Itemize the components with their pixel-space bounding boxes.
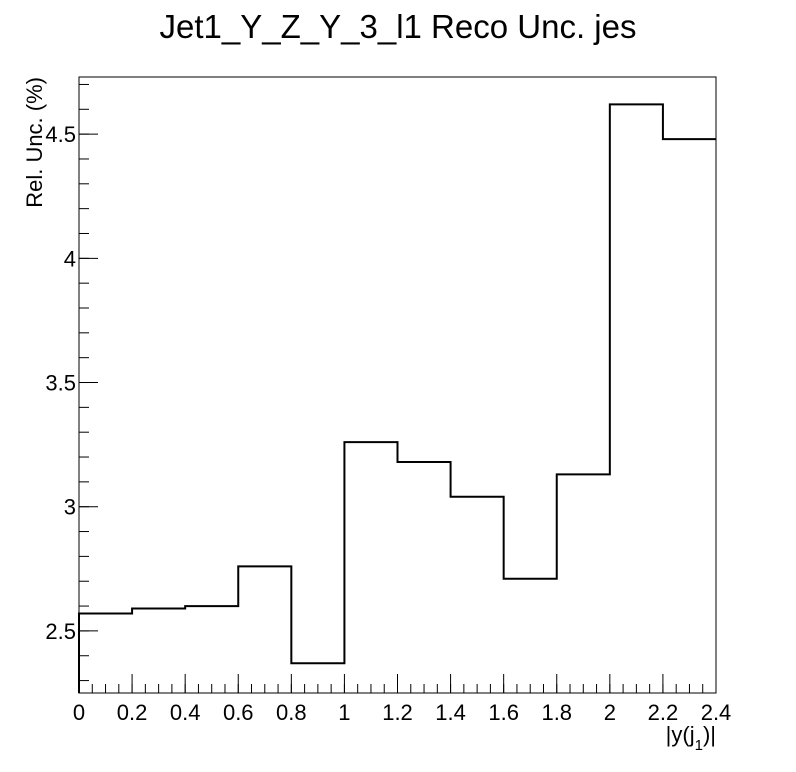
x-tick-labels: 0 0.2 0.4 0.6 0.8 1 1.2 1.4 1.6 1.8 2 2.2 2.4	[73, 700, 731, 725]
x-major-ticks	[78, 674, 717, 693]
x-tick-label: 1.6	[488, 700, 519, 725]
y-tick-label: 2.5	[45, 619, 76, 644]
y-major-ticks	[79, 133, 98, 632]
plot-frame	[78, 76, 717, 694]
x-tick-label: 1.4	[435, 700, 466, 725]
x-tick-label: 0.6	[223, 700, 254, 725]
histogram-bins	[79, 104, 716, 663]
x-tick-label: 0.2	[117, 700, 148, 725]
x-tick-label: 1.2	[382, 700, 413, 725]
x-axis-label-main: |y(j	[666, 722, 695, 747]
y-tick-label: 3.5	[45, 371, 76, 396]
x-axis-label-subscript: 1	[695, 737, 703, 754]
y-tick-labels: 2.5 3 3.5 4 4.5	[45, 122, 76, 644]
x-tick-label: 1.8	[541, 700, 572, 725]
y-tick-label: 4	[64, 246, 76, 271]
x-tick-label: 0	[73, 700, 85, 725]
x-tick-label: 1	[338, 700, 350, 725]
y-tick-label: 3	[64, 495, 76, 520]
chart-title: Jet1_Y_Z_Y_3_l1 Reco Unc. jes	[160, 8, 637, 45]
histogram-line	[78, 103, 716, 693]
y-axis-label: Rel. Unc. (%)	[22, 77, 47, 208]
x-tick-label: 2.4	[701, 700, 732, 725]
x-tick-label: 0.8	[276, 700, 307, 725]
x-tick-label: 2	[604, 700, 616, 725]
x-tick-label: 2.2	[648, 700, 679, 725]
x-tick-label: 0.4	[170, 700, 201, 725]
x-axis-label-suffix: )|	[703, 722, 716, 747]
y-tick-label: 4.5	[45, 122, 76, 147]
x-axis-label: |y(j1)|	[666, 722, 716, 754]
